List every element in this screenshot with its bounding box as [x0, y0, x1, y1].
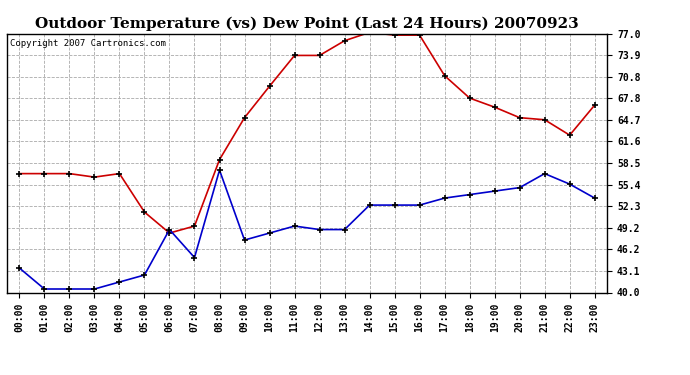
Text: Copyright 2007 Cartronics.com: Copyright 2007 Cartronics.com: [10, 39, 166, 48]
Title: Outdoor Temperature (vs) Dew Point (Last 24 Hours) 20070923: Outdoor Temperature (vs) Dew Point (Last…: [35, 17, 579, 31]
